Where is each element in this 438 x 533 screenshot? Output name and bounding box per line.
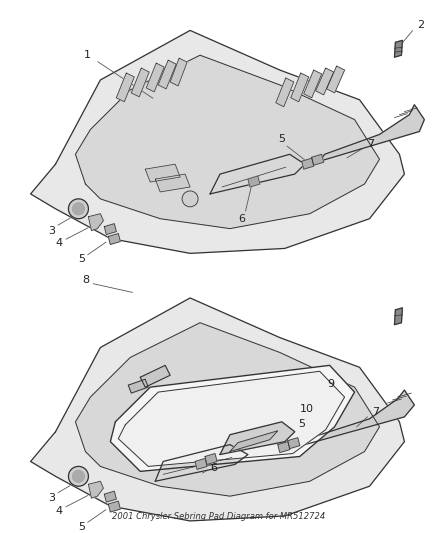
- Polygon shape: [210, 154, 305, 194]
- Polygon shape: [312, 154, 324, 165]
- Text: 7: 7: [367, 139, 374, 149]
- Polygon shape: [31, 298, 404, 521]
- Polygon shape: [146, 63, 164, 92]
- Circle shape: [68, 466, 88, 486]
- Text: 4: 4: [56, 238, 63, 248]
- Text: 5: 5: [78, 254, 85, 264]
- Text: 9: 9: [328, 379, 335, 389]
- Polygon shape: [31, 30, 404, 253]
- Polygon shape: [104, 491, 117, 502]
- Polygon shape: [75, 323, 379, 496]
- Polygon shape: [145, 164, 180, 182]
- Text: 8: 8: [82, 275, 89, 285]
- Text: 4: 4: [56, 506, 63, 516]
- Polygon shape: [248, 176, 260, 187]
- Circle shape: [68, 199, 88, 219]
- Polygon shape: [316, 68, 334, 95]
- Text: 2001 Chrysler Sebring Pad Diagram for MR512724: 2001 Chrysler Sebring Pad Diagram for MR…: [113, 512, 325, 521]
- Polygon shape: [110, 365, 355, 471]
- Polygon shape: [230, 431, 278, 451]
- Polygon shape: [205, 454, 217, 464]
- Polygon shape: [140, 365, 170, 387]
- Polygon shape: [395, 41, 403, 57]
- Polygon shape: [117, 73, 134, 102]
- Polygon shape: [288, 438, 300, 449]
- Text: 7: 7: [372, 407, 380, 417]
- Text: 5: 5: [78, 522, 85, 532]
- Text: 6: 6: [238, 214, 245, 224]
- Text: 2: 2: [417, 20, 424, 30]
- Polygon shape: [327, 66, 345, 93]
- Polygon shape: [75, 55, 379, 229]
- Polygon shape: [158, 60, 176, 89]
- Polygon shape: [104, 224, 117, 235]
- Polygon shape: [395, 308, 403, 325]
- Polygon shape: [88, 214, 103, 231]
- Polygon shape: [131, 68, 149, 97]
- Polygon shape: [220, 422, 295, 455]
- Polygon shape: [195, 458, 207, 470]
- Polygon shape: [302, 158, 314, 169]
- Polygon shape: [276, 78, 294, 107]
- Polygon shape: [118, 372, 345, 466]
- Polygon shape: [88, 481, 103, 498]
- Circle shape: [72, 471, 85, 482]
- Polygon shape: [320, 105, 424, 161]
- Circle shape: [182, 191, 198, 207]
- Polygon shape: [155, 174, 190, 192]
- Text: 6: 6: [210, 463, 217, 473]
- Circle shape: [72, 203, 85, 215]
- Text: 5: 5: [278, 134, 285, 144]
- Text: 3: 3: [49, 225, 56, 236]
- Text: 1: 1: [83, 50, 90, 60]
- Polygon shape: [155, 445, 248, 481]
- Polygon shape: [108, 233, 120, 245]
- Text: 5: 5: [298, 419, 305, 429]
- Text: 3: 3: [49, 493, 56, 503]
- Text: 10: 10: [300, 404, 314, 414]
- Polygon shape: [108, 501, 120, 512]
- Polygon shape: [170, 58, 187, 86]
- Polygon shape: [128, 379, 148, 393]
- Polygon shape: [304, 70, 321, 98]
- Polygon shape: [291, 73, 309, 102]
- Polygon shape: [298, 390, 414, 447]
- Polygon shape: [278, 442, 290, 453]
